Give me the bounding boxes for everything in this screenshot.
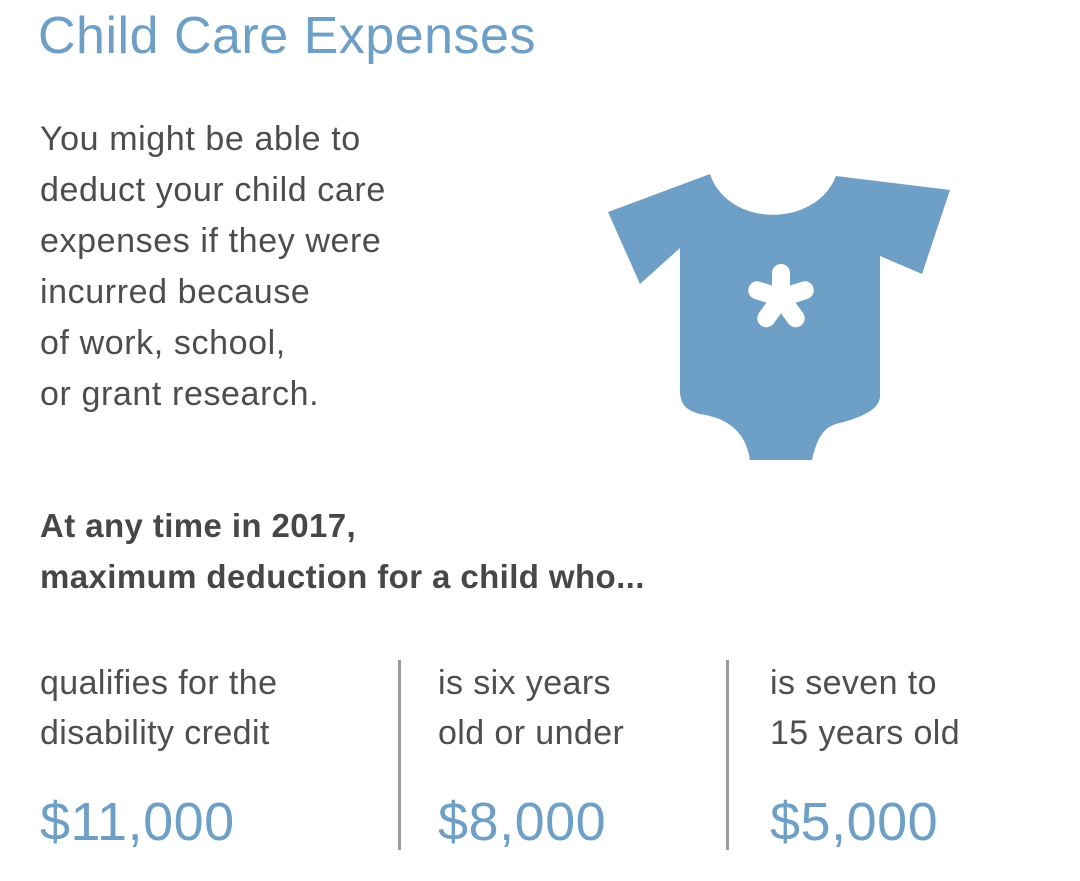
description-line: is seven to xyxy=(770,664,937,702)
description-line: old or under xyxy=(438,714,625,752)
description-line: 15 years old xyxy=(770,714,961,752)
description-line: disability credit xyxy=(40,714,270,752)
intro-line: of work, school, xyxy=(40,324,286,362)
deduction-column-under-six: is six years old or under $8,000 xyxy=(438,658,624,852)
intro-line: or grant research. xyxy=(40,375,320,413)
column-divider xyxy=(398,660,401,850)
deduction-amount: $5,000 xyxy=(770,792,939,852)
baby-onesie-icon xyxy=(608,174,950,460)
intro-line: deduct your child care xyxy=(40,171,386,209)
column-description: is seven to 15 years old xyxy=(770,658,960,758)
deduction-amount: $11,000 xyxy=(40,792,235,852)
heading-line: At any time in 2017, xyxy=(40,507,357,544)
deduction-column-disability: qualifies for the disability credit $11,… xyxy=(40,658,277,852)
deduction-column-seven-to-fifteen: is seven to 15 years old $5,000 xyxy=(770,658,960,852)
column-description: is six years old or under xyxy=(438,658,624,758)
deduction-amount: $8,000 xyxy=(438,792,607,852)
description-line: qualifies for the xyxy=(40,664,278,702)
column-divider xyxy=(726,660,729,850)
heading-line: maximum deduction for a child who... xyxy=(40,558,645,595)
intro-text: You might be able to deduct your child c… xyxy=(40,114,560,420)
intro-line: You might be able to xyxy=(40,120,361,158)
intro-line: expenses if they were xyxy=(40,222,382,260)
description-line: is six years xyxy=(438,664,611,702)
intro-line: incurred because xyxy=(40,273,311,311)
page-title: Child Care Expenses xyxy=(38,7,536,65)
column-description: qualifies for the disability credit xyxy=(40,658,277,758)
section-heading: At any time in 2017, maximum deduction f… xyxy=(40,500,645,602)
